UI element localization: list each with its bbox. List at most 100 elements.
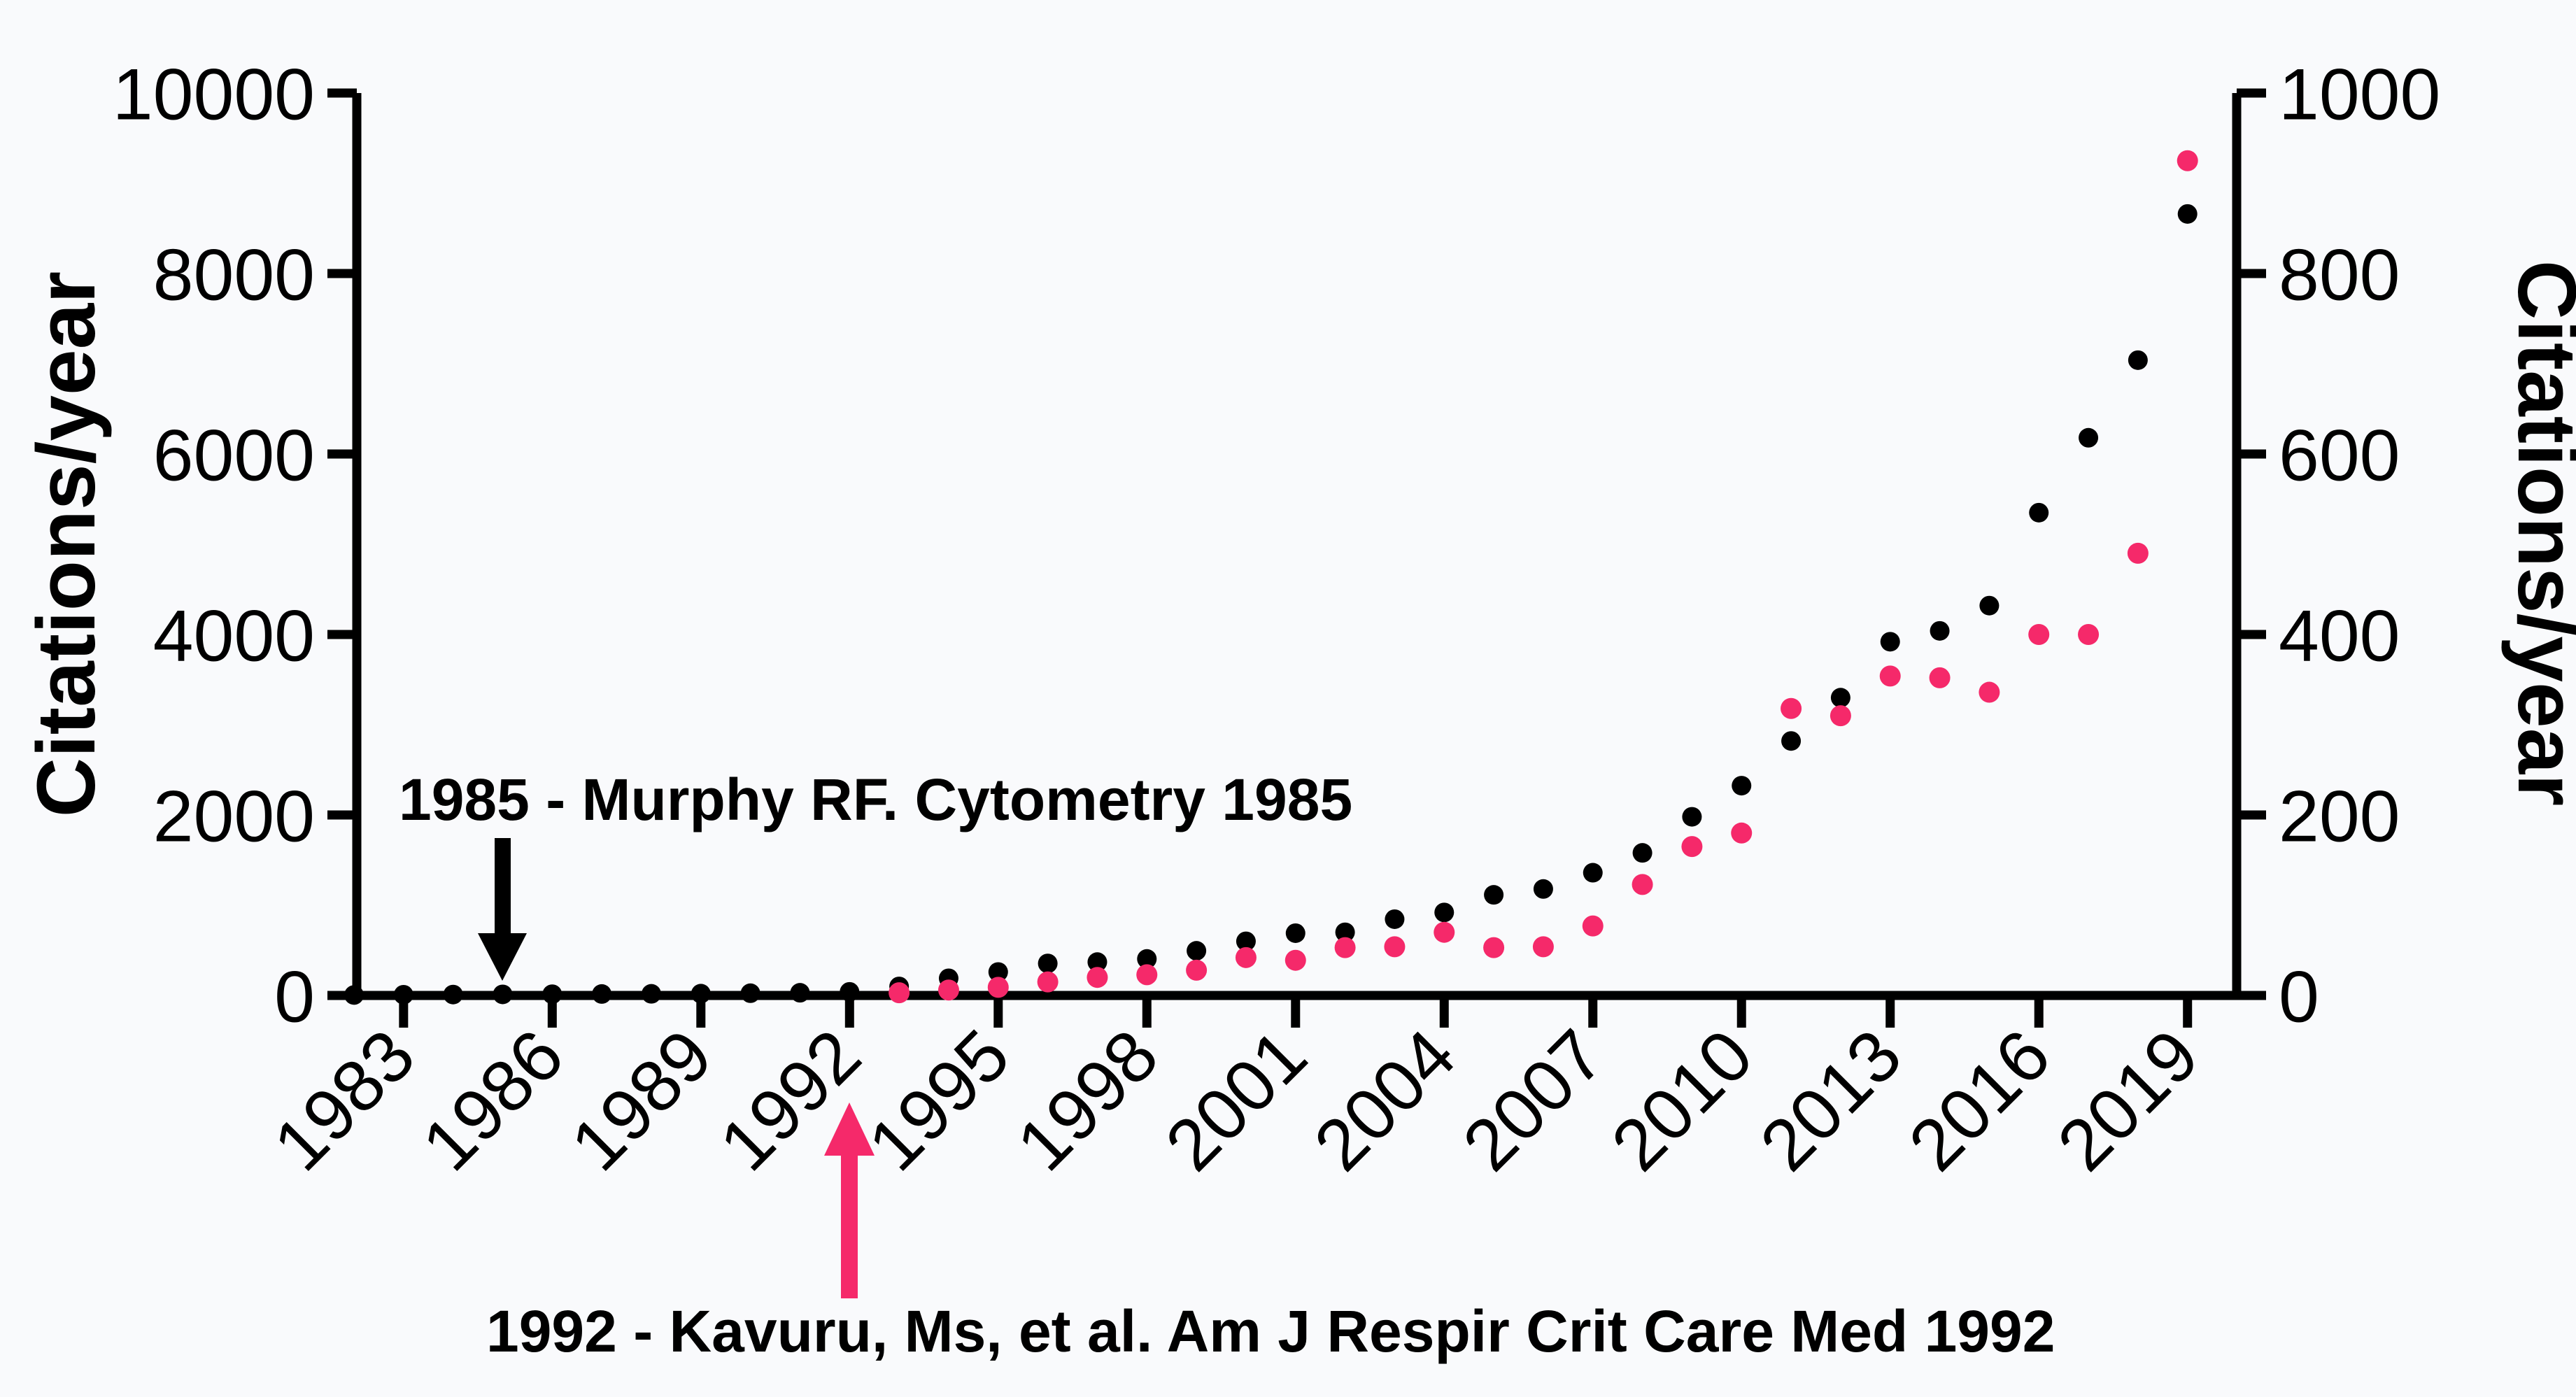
black-series-dot: [344, 985, 364, 1005]
black-series-dot: [1434, 902, 1455, 923]
black-series-dot: [2079, 427, 2099, 448]
x-axis-ticks: 1983198619891992199519982001200420072010…: [258, 995, 2214, 1186]
black-series-dot: [1732, 776, 1752, 796]
pink-series-dot: [1632, 874, 1653, 895]
pink-series-dot: [1087, 967, 1108, 988]
black-series-dot: [493, 984, 513, 1005]
black-series-dot: [1137, 949, 1157, 969]
kavuru-annotation-text: 1992 - Kavuru, Ms, et al. Am J Respir Cr…: [486, 1298, 2055, 1364]
right-axis-tick-label: 600: [2279, 415, 2400, 496]
pink-series-dot: [1434, 921, 1455, 943]
pink-series-dot: [1681, 836, 1703, 858]
black-series-dot: [1632, 843, 1653, 863]
black-series-dot: [1880, 632, 1900, 652]
pink-series-dot: [1979, 681, 2000, 703]
pink-series-dot: [2028, 624, 2050, 645]
black-series-dot: [1781, 731, 1802, 751]
black-series-dot: [1484, 885, 1504, 905]
pink-series-dot: [987, 977, 1009, 998]
black-series-dot: [1583, 863, 1603, 883]
black-series-dot: [1930, 621, 1950, 641]
pink-series-dot: [1830, 705, 1851, 727]
black-series-dot: [1682, 807, 1702, 827]
x-axis-year-label: 2007: [1448, 1014, 1620, 1186]
kavuru-annotation-arrow: [824, 1102, 875, 1298]
black-series-dot: [1087, 952, 1107, 972]
pink-series-dot: [1781, 697, 1802, 719]
axes: [352, 93, 2242, 1000]
black-series-dot: [1385, 909, 1405, 929]
pink-series-dot: [1731, 822, 1753, 844]
black-series-dot: [988, 962, 1008, 982]
x-axis-year-label: 2013: [1745, 1014, 1917, 1186]
black-series-dots: [344, 204, 2198, 1005]
black-series-dot: [1830, 688, 1850, 708]
black-series-dot: [443, 984, 463, 1005]
black-series-dot: [1187, 941, 1207, 961]
murphy-annotation-arrow: [478, 838, 527, 981]
murphy-annotation-text: 1985 - Murphy RF. Cytometry 1985: [399, 767, 1352, 832]
right-axis-tick-label: 400: [2279, 595, 2400, 676]
pink-series-dot: [1186, 959, 1208, 981]
black-series-dot: [2177, 204, 2198, 224]
black-series-dot: [691, 984, 711, 1004]
pink-series-dot: [1334, 937, 1356, 958]
pink-series-dot: [1483, 937, 1505, 958]
left-axis-tick-label: 0: [274, 956, 315, 1037]
black-series-dot: [542, 984, 562, 1005]
pink-series-dot: [937, 979, 959, 1001]
left-axis-tick-label: 10000: [113, 54, 315, 135]
black-series-dot: [641, 984, 661, 1004]
right-axis-ticks: 0 200 400 600 800 1000: [2237, 54, 2440, 1037]
black-series-dot: [1335, 922, 1355, 942]
left-axis-tick-label: 8000: [153, 234, 315, 315]
black-series-dot: [1038, 953, 1058, 974]
pink-series-dot: [2177, 150, 2198, 171]
x-axis-year-label: 2001: [1150, 1014, 1322, 1186]
right-axis-title: Citations/year: [2500, 260, 2576, 806]
right-axis-tick-label: 0: [2279, 956, 2319, 1037]
pink-series-dot: [1384, 936, 1406, 958]
black-series-dot: [1533, 879, 1553, 899]
black-series-dot: [740, 983, 760, 1003]
pink-series-dot: [1879, 665, 1901, 687]
x-axis-year-label: 2016: [1894, 1014, 2066, 1186]
pink-series-dot: [1929, 667, 1951, 688]
black-series-dot: [1979, 595, 2000, 616]
right-axis-tick-label: 200: [2279, 776, 2400, 857]
pink-series-dot: [1235, 946, 1257, 968]
x-axis-year-label: 2004: [1299, 1014, 1471, 1186]
pink-series-dot: [1582, 915, 1604, 937]
x-axis-year-label: 1995: [853, 1014, 1025, 1186]
left-axis-tick-label: 4000: [153, 595, 315, 676]
pink-series-dot: [889, 982, 910, 1004]
left-axis-tick-label: 6000: [153, 415, 315, 496]
x-axis-year-label: 1998: [1002, 1014, 1174, 1186]
x-axis-year-label: 2010: [1597, 1014, 1769, 1186]
x-axis-year-label: 1989: [555, 1014, 728, 1186]
pink-series-dot: [1037, 971, 1059, 993]
right-axis-tick-label: 1000: [2279, 54, 2440, 135]
pink-series-dot: [2078, 624, 2100, 645]
black-series-dot: [1236, 931, 1256, 951]
left-axis-ticks: 0 2000 4000 6000 8000 10000: [113, 54, 357, 1037]
x-axis-year-label: 1983: [258, 1014, 430, 1186]
black-series-dot: [790, 983, 810, 1003]
black-series-dot: [592, 984, 612, 1004]
black-series-dot: [2029, 502, 2049, 523]
right-axis-tick-label: 800: [2279, 234, 2400, 315]
black-series-dot: [1285, 923, 1305, 943]
x-axis-year-label: 1986: [407, 1014, 579, 1186]
pink-series-dot: [2127, 542, 2149, 564]
black-series-dot: [393, 984, 413, 1005]
pink-series-dots: [889, 150, 2198, 1004]
left-axis-tick-label: 2000: [153, 776, 315, 857]
black-series-dot: [2128, 350, 2148, 370]
left-axis-title: Citations/year: [20, 271, 113, 817]
black-series-dot: [840, 981, 860, 1002]
pink-series-dot: [1136, 964, 1158, 986]
pink-series-dot: [1532, 936, 1554, 958]
pink-series-dot: [1285, 949, 1306, 971]
x-axis-year-label: 2019: [2042, 1014, 2214, 1186]
